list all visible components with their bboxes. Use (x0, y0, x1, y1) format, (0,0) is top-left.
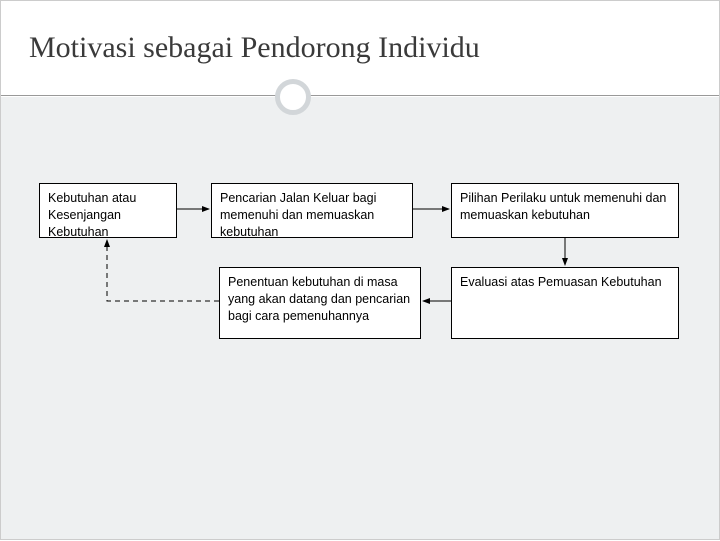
title-area: Motivasi sebagai Pendorong Individu (1, 1, 719, 96)
box-text: Pilihan Perilaku untuk memenuhi dan memu… (460, 191, 666, 222)
box-text: Kebutuhan atau Kesenjangan Kebutuhan (48, 191, 136, 239)
box-text: Evaluasi atas Pemuasan Kebutuhan (460, 275, 662, 289)
box-penentuan: Penentuan kebutuhan di masa yang akan da… (219, 267, 421, 339)
box-pencarian: Pencarian Jalan Keluar bagi memenuhi dan… (211, 183, 413, 238)
circle-decoration-icon (275, 79, 311, 115)
page-title: Motivasi sebagai Pendorong Individu (29, 31, 480, 65)
box-kebutuhan: Kebutuhan atau Kesenjangan Kebutuhan (39, 183, 177, 238)
slide: Motivasi sebagai Pendorong Individu Kebu… (0, 0, 720, 540)
box-text: Penentuan kebutuhan di masa yang akan da… (228, 275, 410, 323)
box-text: Pencarian Jalan Keluar bagi memenuhi dan… (220, 191, 376, 239)
box-pilihan: Pilihan Perilaku untuk memenuhi dan memu… (451, 183, 679, 238)
box-evaluasi: Evaluasi atas Pemuasan Kebutuhan (451, 267, 679, 339)
